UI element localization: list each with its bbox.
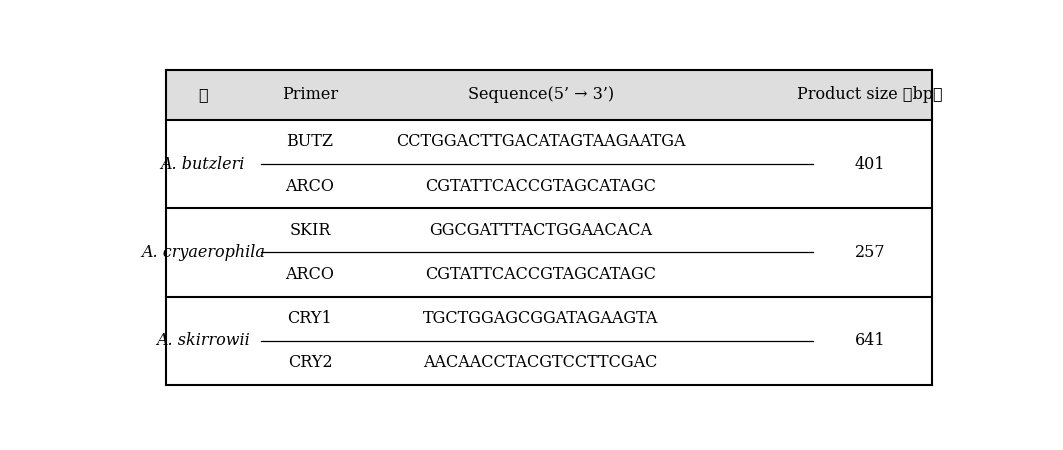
Text: SKIR: SKIR — [289, 222, 331, 239]
Bar — [166, 70, 932, 120]
Text: Product size （bp）: Product size （bp） — [797, 86, 943, 103]
Text: A. skirrowii: A. skirrowii — [156, 332, 250, 349]
Text: CRY2: CRY2 — [288, 354, 333, 371]
Text: CGTATTCACCGTAGCATAGC: CGTATTCACCGTAGCATAGC — [425, 266, 656, 283]
Text: CGTATTCACCGTAGCATAGC: CGTATTCACCGTAGCATAGC — [425, 178, 656, 194]
Text: Primer: Primer — [282, 86, 338, 103]
Text: 641: 641 — [855, 332, 885, 349]
Text: CCTGGACTTGACATAGTAAGAATGA: CCTGGACTTGACATAGTAAGAATGA — [395, 133, 686, 150]
Text: CRY1: CRY1 — [288, 310, 333, 327]
Text: ARCO: ARCO — [286, 178, 335, 194]
Text: AACAACCTACGTCCTTCGAC: AACAACCTACGTCCTTCGAC — [423, 354, 658, 371]
Text: GGCGATTTACTGGAACACA: GGCGATTTACTGGAACACA — [429, 222, 653, 239]
Text: BUTZ: BUTZ — [287, 133, 334, 150]
Text: A. cryaerophila: A. cryaerophila — [141, 244, 265, 261]
Text: 401: 401 — [855, 156, 885, 172]
Text: TGCTGGAGCGGATAGAAGTA: TGCTGGAGCGGATAGAAGTA — [423, 310, 658, 327]
Text: A. butzleri: A. butzleri — [161, 156, 246, 172]
Text: ARCO: ARCO — [286, 266, 335, 283]
Text: Sequence(5’ → 3’): Sequence(5’ → 3’) — [468, 86, 613, 103]
Text: 257: 257 — [855, 244, 885, 261]
Text: 종: 종 — [198, 86, 207, 103]
